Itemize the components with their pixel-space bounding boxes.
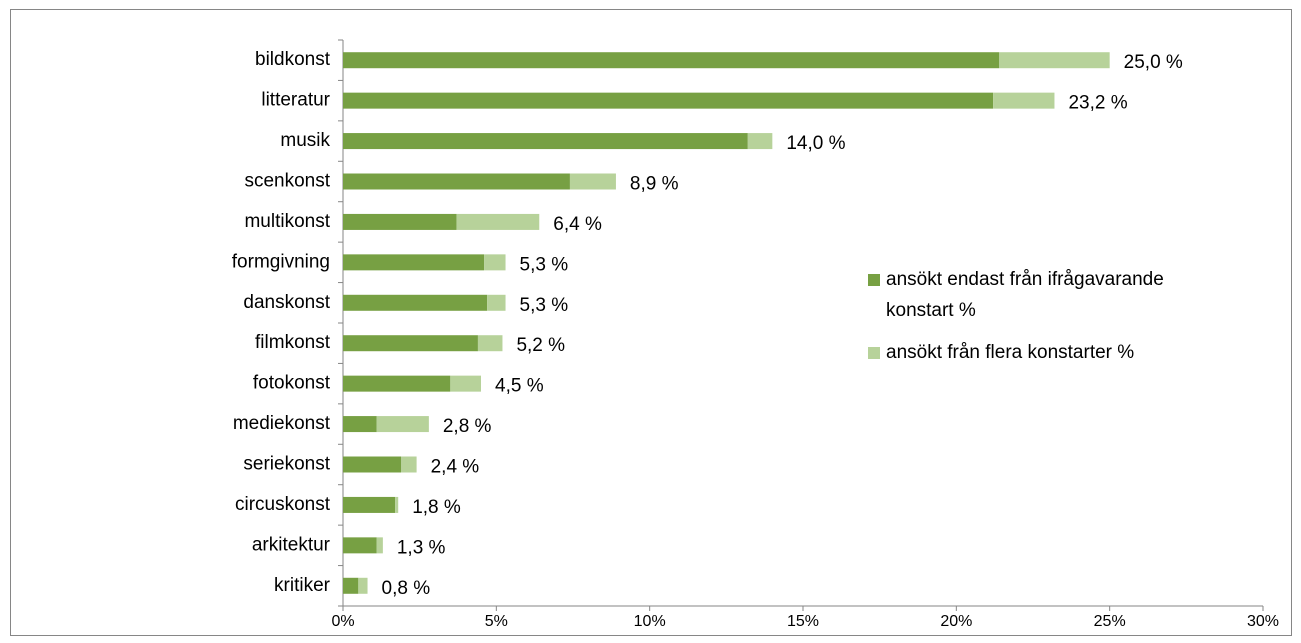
bar-segment <box>343 52 1000 69</box>
x-tick-label: 5% <box>485 613 508 630</box>
bar-segment <box>401 456 417 473</box>
total-label: 5,3 % <box>520 254 569 275</box>
bar-segment <box>395 496 399 513</box>
total-label: 6,4 % <box>553 214 602 235</box>
bar-segment <box>343 577 359 594</box>
bar-segment <box>343 375 451 392</box>
x-tick-label: 0% <box>331 613 354 630</box>
bar-segment <box>484 254 506 271</box>
bar-segment <box>343 537 377 554</box>
total-label: 5,2 % <box>516 335 565 356</box>
bar-segment <box>343 456 402 473</box>
total-label: 2,4 % <box>431 457 480 478</box>
bar-segment <box>477 335 503 352</box>
total-label: 0,8 % <box>382 578 431 599</box>
bar-segment <box>343 213 457 230</box>
total-label: 2,8 % <box>443 416 492 437</box>
y-tick-label: bildkonst <box>255 49 331 70</box>
x-tick-label: 25% <box>1094 613 1126 630</box>
x-tick-label: 20% <box>940 613 972 630</box>
legend-swatch <box>868 347 880 359</box>
y-tick-label: filmkonst <box>255 332 331 353</box>
y-tick-label: danskonst <box>243 292 330 313</box>
y-tick-label: musik <box>280 130 330 151</box>
bar-segment <box>376 537 383 554</box>
total-label: 14,0 % <box>786 133 845 154</box>
total-label: 25,0 % <box>1124 52 1183 73</box>
bar-segment <box>343 92 994 109</box>
bar-segment <box>343 335 478 352</box>
total-label: 1,3 % <box>397 537 446 558</box>
y-tick-label: scenkonst <box>244 171 330 192</box>
bar-segment <box>487 294 506 311</box>
bar-segment <box>343 173 570 190</box>
total-label: 4,5 % <box>495 376 544 397</box>
bar-segment <box>569 173 616 190</box>
bar-segment <box>999 52 1110 69</box>
bar-segment <box>450 375 481 392</box>
total-label: 5,3 % <box>520 295 569 316</box>
x-tick-label: 15% <box>787 613 819 630</box>
y-tick-label: arkitektur <box>252 534 331 555</box>
legend-swatch <box>868 274 880 286</box>
legend-label: ansökt från flera konstarter % <box>886 342 1134 363</box>
y-tick-label: kritiker <box>274 575 331 596</box>
x-tick-label: 10% <box>634 613 666 630</box>
bar-segment <box>343 416 377 433</box>
y-tick-label: circuskonst <box>235 494 331 515</box>
total-label: 1,8 % <box>412 497 461 518</box>
total-label: 23,2 % <box>1068 93 1127 114</box>
x-tick-label: 30% <box>1247 613 1279 630</box>
y-tick-label: fotokonst <box>253 373 331 394</box>
legend-label: ansökt endast från ifrågavarande konstart… <box>886 269 1164 321</box>
bar-segment <box>993 92 1055 109</box>
chart-border <box>10 9 1292 636</box>
bar-segment <box>343 254 485 271</box>
bar-segment <box>456 213 540 230</box>
bar-segment <box>343 496 396 513</box>
y-tick-label: litteratur <box>261 90 330 111</box>
bar-segment <box>358 577 368 594</box>
bar-segment <box>376 416 429 433</box>
bar-segment <box>343 294 488 311</box>
y-tick-label: mediekonst <box>233 413 331 434</box>
bar-segment <box>747 133 773 150</box>
total-label: 8,9 % <box>630 174 679 195</box>
bar-segment <box>343 133 748 150</box>
y-tick-label: multikonst <box>244 211 330 232</box>
y-tick-label: seriekonst <box>243 454 330 475</box>
y-tick-label: formgivning <box>232 251 330 272</box>
